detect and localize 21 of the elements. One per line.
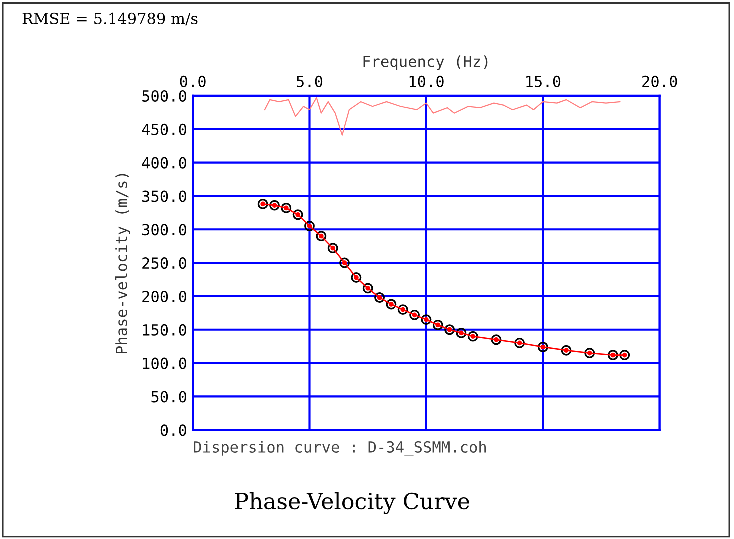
y-tick-label: 100.0 [143,358,186,370]
y-tick-label: 300.0 [142,224,186,236]
y-tick-label: 250.0 [142,258,186,270]
x-tick-label: 5.0 [297,76,323,88]
y-tick-label: 150.0 [143,324,186,336]
text: RMSE = 5.149789 m/s [22,12,198,26]
y-tick-label: 200.0 [142,290,186,303]
y-tick-label: 500.0 [142,90,186,102]
text: Phase-Velocity Curve [235,492,470,514]
y-tick-label: 50.0 [152,391,186,403]
x-tick-label: 10.0 [410,76,444,88]
y-tick-label: 350.0 [142,190,186,202]
y-axis-title: Phase-velocity (m/s) [116,174,130,354]
x-tick-label: 15.0 [526,76,561,88]
text: Dispersion curve : D-34_SSMM.coh [194,441,486,456]
x-axis-title: Frequency (Hz) [364,56,488,70]
y-tick-label: 450.0 [142,124,186,136]
x-tick-label: 20.0 [642,76,678,88]
y-tick-label: 400.0 [142,157,186,169]
x-tick-label: 0.0 [180,76,206,88]
y-tick-label: 0.0 [160,424,186,436]
